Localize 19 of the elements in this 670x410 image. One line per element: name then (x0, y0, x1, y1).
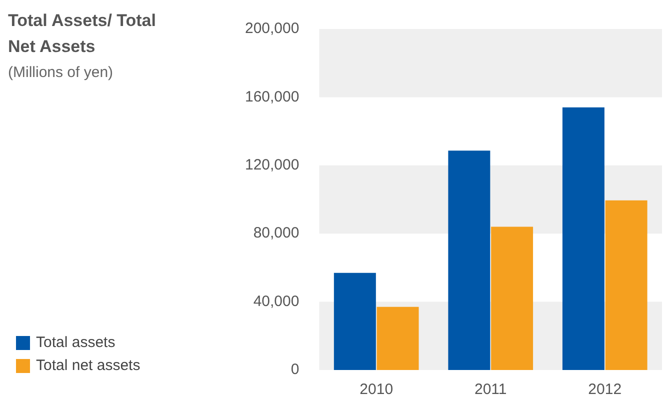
legend-label: Total net assets (36, 357, 140, 374)
text: Total Assets/ Total Net Assets (8, 10, 157, 58)
y-tick-label: 80,000 (253, 224, 300, 242)
x-tick-label: 2010 (360, 381, 394, 398)
bar (562, 107, 604, 370)
text: (Millions of yen) (8, 64, 114, 81)
x-tick-label: 2012 (588, 381, 622, 398)
bar (491, 226, 534, 370)
bar (605, 200, 648, 370)
y-tick-label: 120,000 (244, 156, 300, 174)
legend-label: Total assets (36, 334, 116, 351)
y-tick-label: 160,000 (244, 88, 300, 106)
bar (334, 272, 376, 370)
y-tick-label: 0 (290, 361, 300, 378)
bar (448, 150, 490, 370)
x-tick-label: 2011 (474, 381, 507, 398)
y-tick-label: 40,000 (253, 292, 300, 310)
bar (376, 306, 419, 370)
y-tick-label: 200,000 (244, 20, 300, 38)
